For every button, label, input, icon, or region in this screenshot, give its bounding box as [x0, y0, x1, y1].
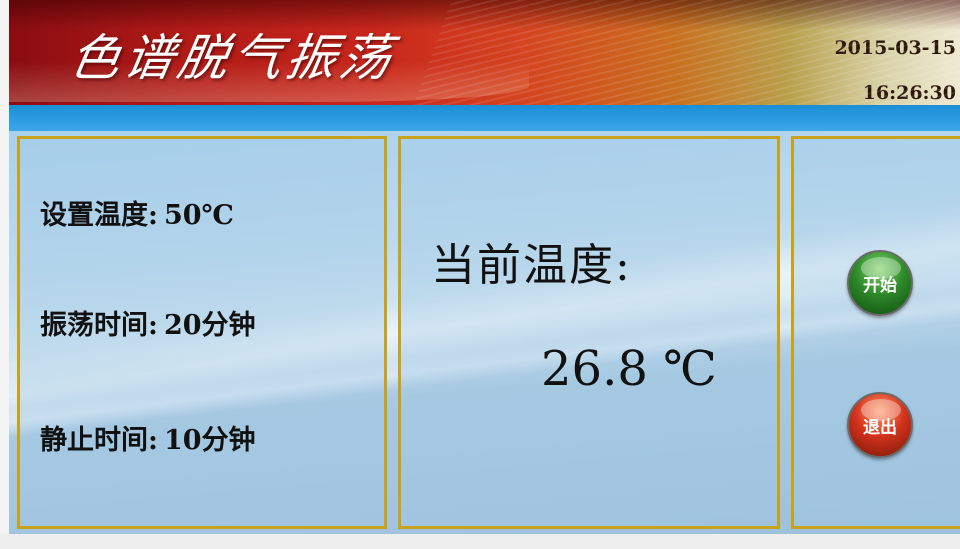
start-button[interactable]: 开始: [847, 250, 913, 316]
settings-panel: 设置温度: 50℃ 振荡时间: 20分钟 静止时间: 10分钟: [17, 136, 387, 529]
current-temperature-panel: 当前温度: 26.8 ℃: [398, 136, 780, 529]
current-temperature-label: 当前温度:: [431, 240, 632, 291]
time-text: 16:26:30: [862, 82, 956, 104]
header-band: [9, 105, 960, 131]
rest-time-label: 静止时间:: [40, 425, 158, 456]
set-temperature-row: 设置温度: 50℃: [40, 193, 234, 232]
exit-button-label: 退出: [863, 417, 897, 438]
rest-time-value[interactable]: 10分钟: [163, 425, 256, 456]
set-temperature-label: 设置温度:: [40, 200, 158, 231]
app-title: 色谱脱气振荡: [65, 29, 400, 87]
control-panel: 开始 退出: [791, 136, 960, 529]
exit-button[interactable]: 退出: [847, 392, 913, 458]
shake-time-value[interactable]: 20分钟: [163, 310, 256, 341]
shake-time-row: 振荡时间: 20分钟: [40, 303, 256, 342]
date-text: 2015-03-15: [834, 37, 956, 59]
shake-time-label: 振荡时间:: [40, 310, 158, 341]
header-banner: 色谱脱气振荡 2015-03-15 16:26:30: [9, 0, 960, 105]
start-button-label: 开始: [863, 275, 897, 296]
current-temperature-value: 26.8 ℃: [541, 341, 717, 397]
bottom-strip: [0, 534, 960, 549]
body-background: [9, 131, 960, 534]
datetime-display: 2015-03-15 16:26:30: [796, 26, 956, 105]
rest-time-row: 静止时间: 10分钟: [40, 418, 256, 457]
set-temperature-value[interactable]: 50℃: [163, 200, 234, 231]
